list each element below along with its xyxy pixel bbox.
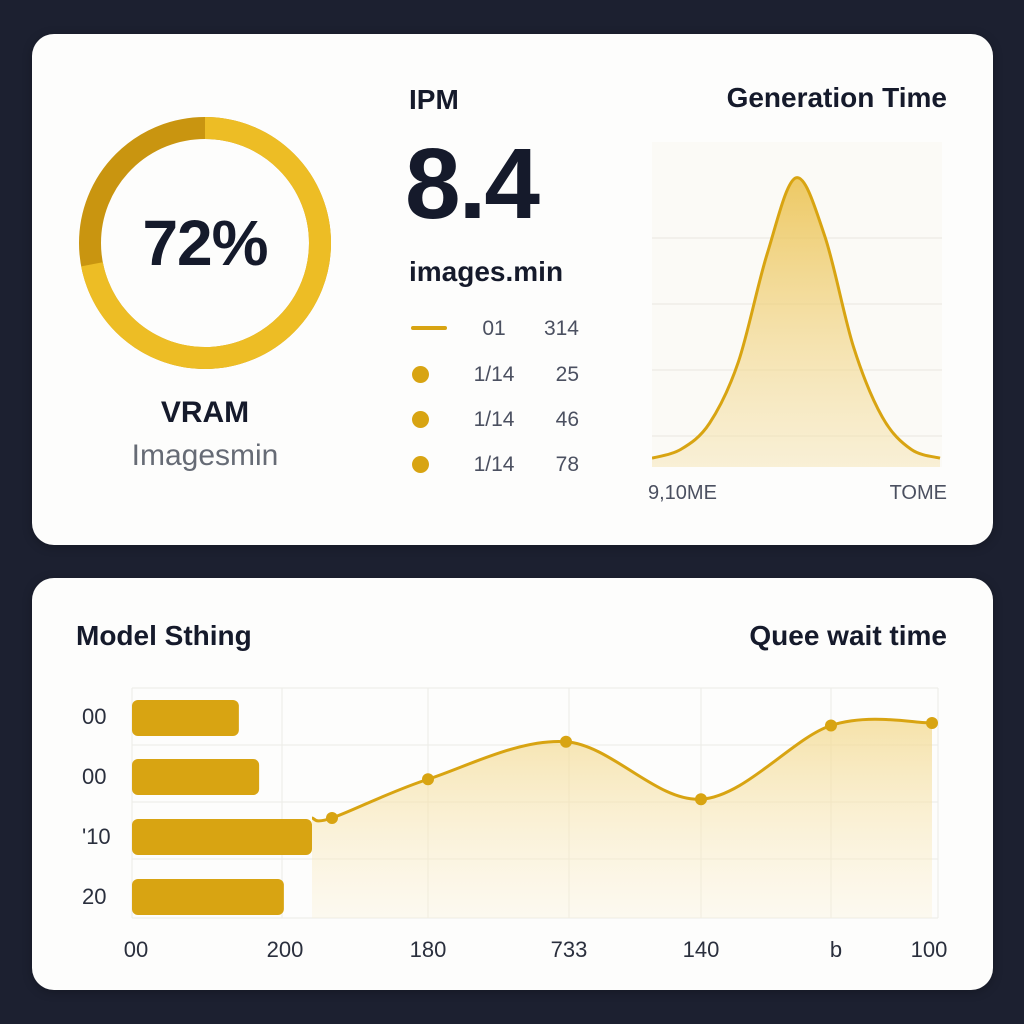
x-tick-label: 180 (409, 937, 447, 962)
model-queue-chart (131, 687, 939, 919)
queue-point (422, 773, 434, 786)
legend-col-b: 46 (555, 408, 579, 431)
model-bar (132, 819, 312, 855)
ipm-unit: images.min (409, 256, 564, 287)
queue-point (695, 793, 707, 806)
legend-line-marker (409, 313, 449, 343)
x-tick-label: 733 (550, 937, 588, 962)
vram-sublabel: Imagesmin (131, 439, 279, 472)
legend-col-b: 25 (555, 363, 579, 386)
vram-percent: 72% (142, 207, 268, 279)
bar-category-label: '10 (82, 824, 111, 849)
queue-wait-area (312, 719, 932, 918)
queue-point (825, 719, 837, 732)
legend-dot-marker (409, 359, 449, 389)
x-tick-label: 00 (123, 937, 149, 962)
generation-time-chart (652, 142, 942, 467)
vram-gauge (79, 117, 331, 369)
vram-label: VRAM (160, 396, 250, 429)
ipm-title: IPM (409, 84, 459, 115)
bar-category-label: 00 (82, 764, 107, 789)
ipm-value: 8.4 (405, 128, 540, 240)
legend-col-a: 1/14 (473, 453, 515, 476)
legend-dot-marker (409, 449, 449, 479)
legend-col-a: 1/14 (473, 408, 515, 431)
gauge-fill (79, 117, 331, 369)
stats-card: 72% VRAM Imagesmin IPM 8.4 images.min 01… (32, 34, 993, 545)
legend-dot-marker (409, 404, 449, 434)
generation-time-line (652, 176, 941, 460)
legend-col-a: 01 (482, 317, 506, 340)
generation-time-title: Generation Time (726, 82, 947, 113)
queue-point (926, 717, 938, 729)
x-tick-label: 200 (266, 937, 304, 962)
legend-row: 1/14 25 (409, 359, 579, 389)
model-chart-title: Model Sthing (76, 620, 252, 651)
x-tick-label: 100 (910, 937, 948, 962)
model-bar (132, 879, 284, 915)
model-bar (132, 700, 239, 736)
x-tick-label: 140 (682, 937, 720, 962)
x-tick-label: b (829, 937, 843, 962)
legend-row: 1/14 78 (409, 449, 579, 479)
generation-x-start-label: 9,10ME (648, 482, 717, 504)
legend-row: 01 314 (409, 313, 579, 343)
bar-category-label: 00 (82, 704, 107, 729)
model-bar (132, 759, 260, 795)
generation-time-area (652, 177, 940, 467)
queue-point (560, 735, 572, 748)
legend-col-a: 1/14 (473, 363, 515, 386)
queue-point (326, 812, 338, 824)
bar-category-label: 20 (82, 884, 107, 909)
legend-row: 1/14 46 (409, 404, 579, 434)
generation-x-end-label: TOME (889, 482, 947, 504)
model-queue-card: Model Sthing Quee wait time 00 00 '10 20… (32, 578, 993, 990)
legend-col-b: 78 (555, 453, 579, 476)
legend-col-b: 314 (543, 317, 579, 340)
queue-chart-title: Quee wait time (749, 620, 947, 651)
